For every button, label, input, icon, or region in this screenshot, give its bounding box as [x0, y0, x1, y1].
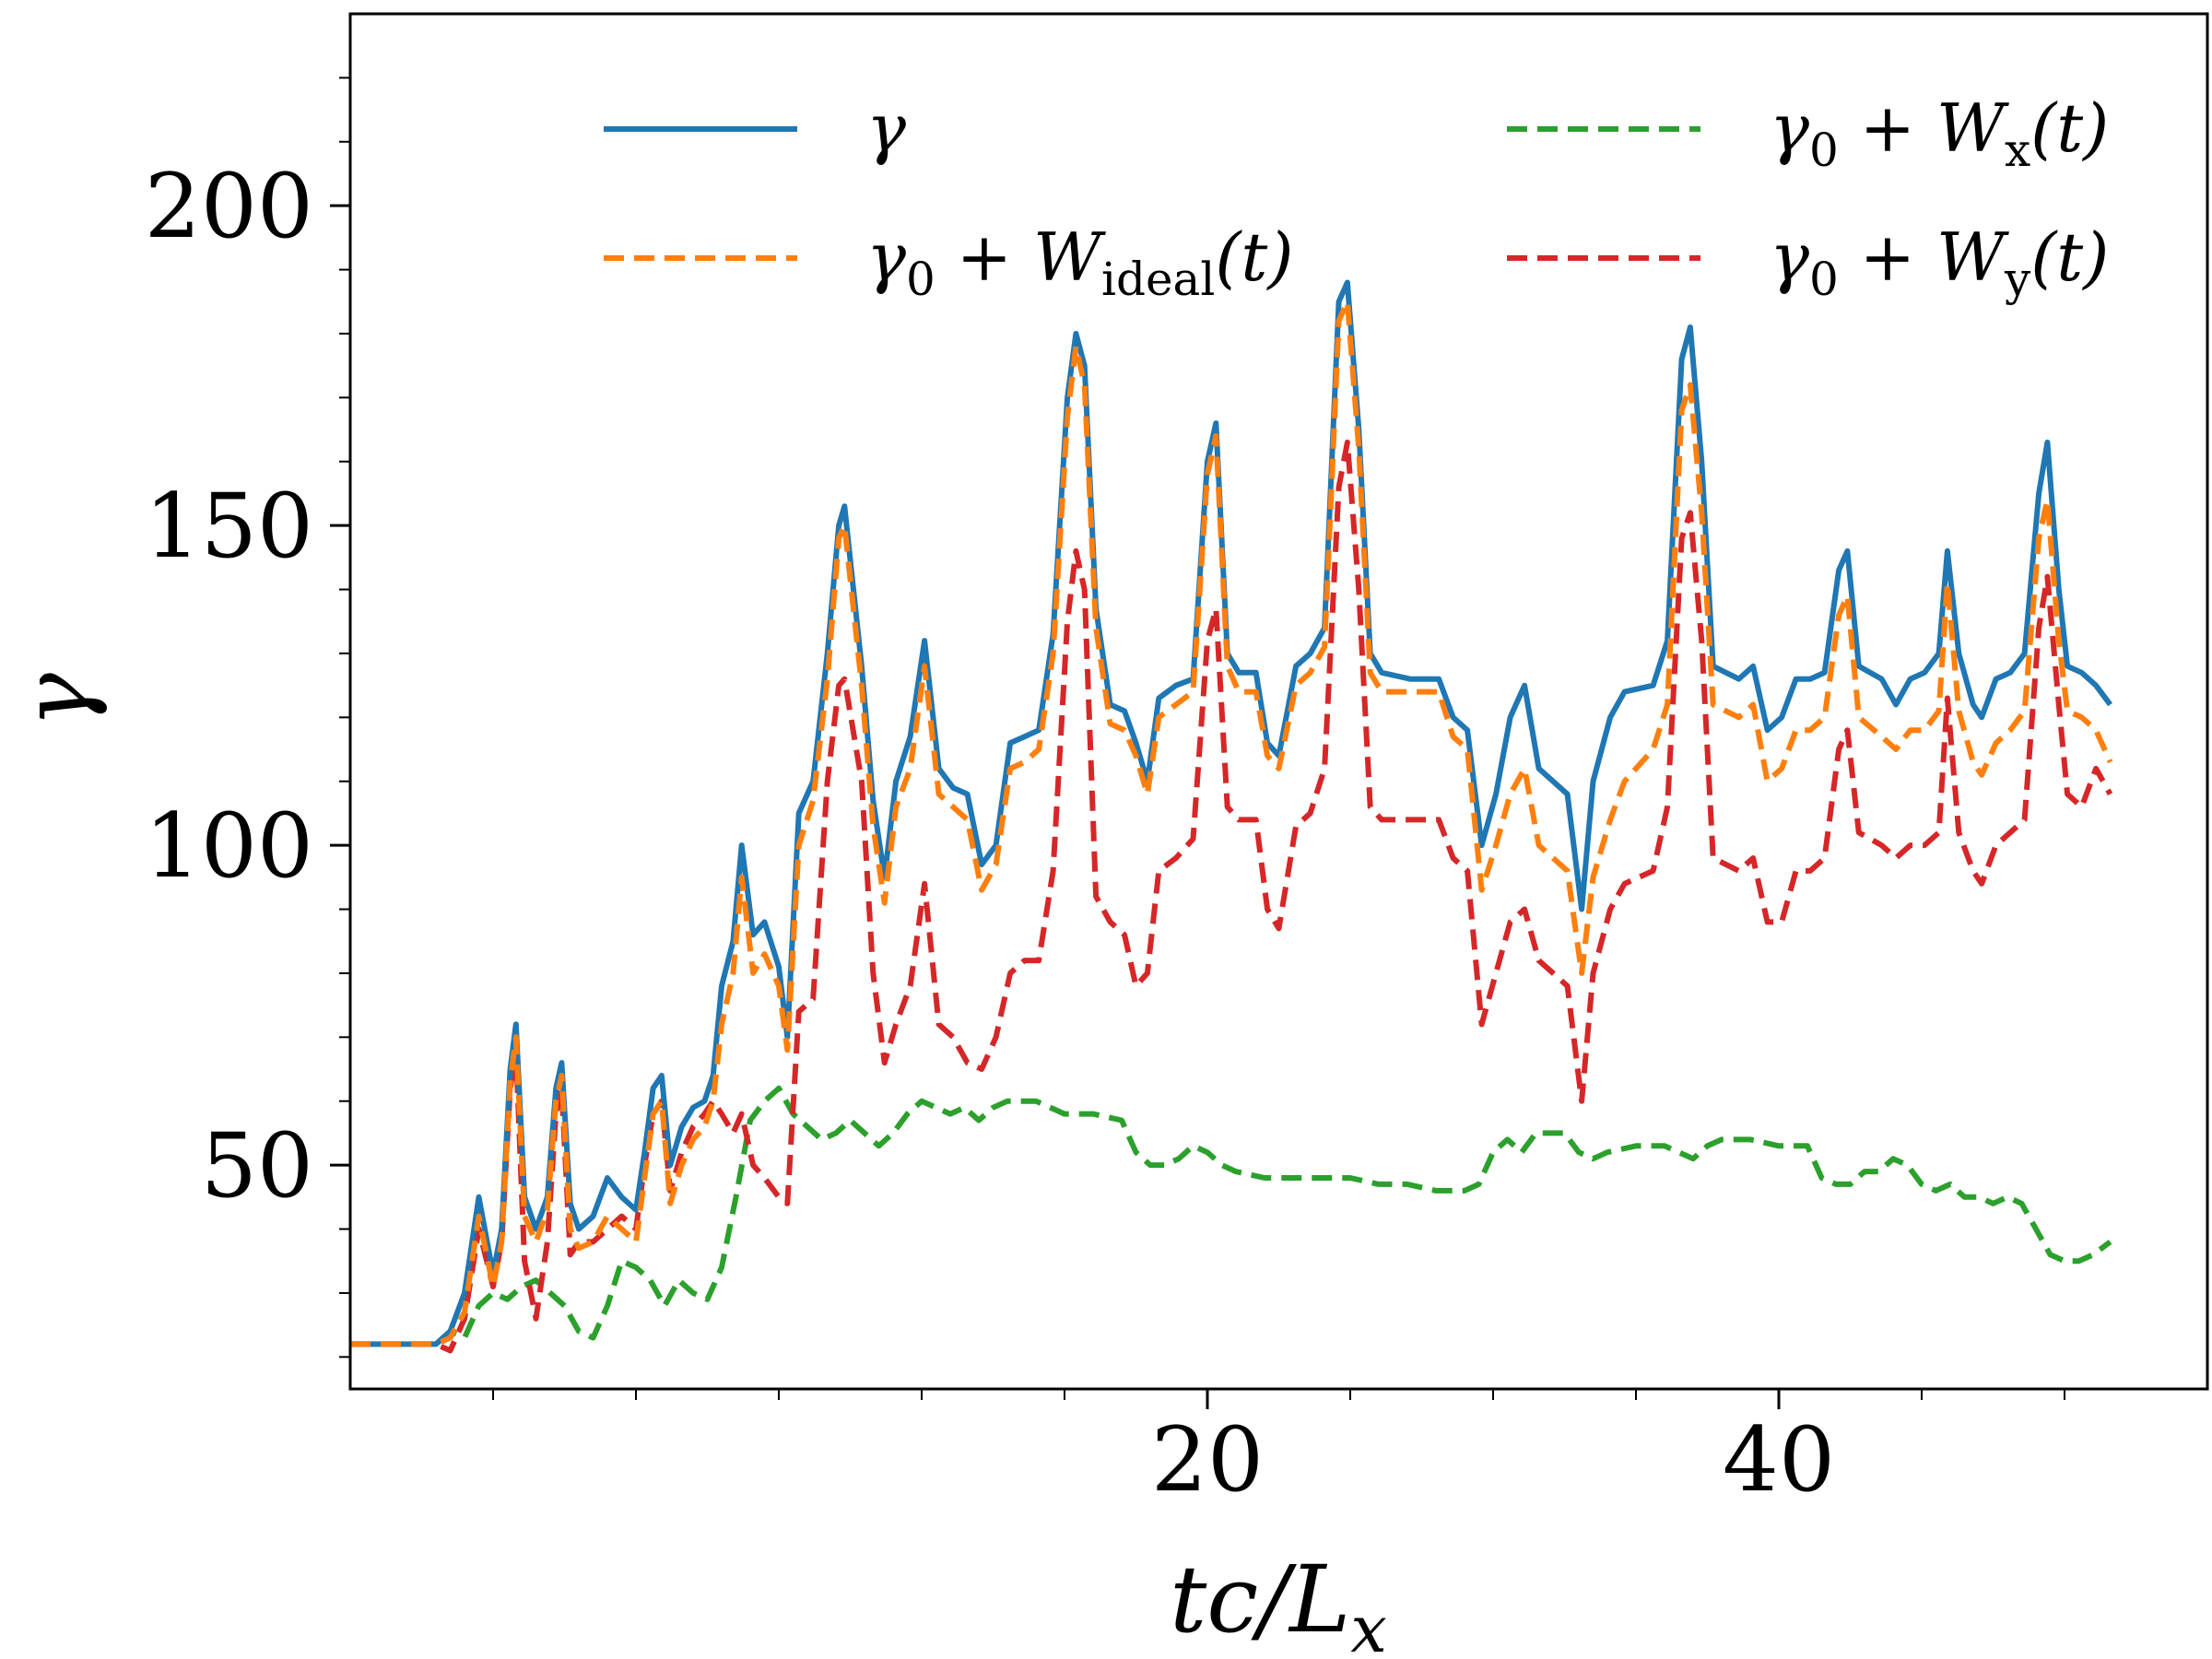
legend-label-wy: γ0 + Wy(t) [1770, 218, 2109, 306]
plot-frame [348, 12, 2209, 1391]
legend-label-wx: γ0 + Wx(t) [1770, 89, 2109, 177]
x-axis-title: tc/Lx [1170, 1546, 1387, 1659]
legend-label-gamma: γ [866, 89, 907, 167]
x-axis-title-sub: x [1350, 1592, 1386, 1659]
y-axis-title: γ [2, 673, 110, 728]
y-tick-label: 50 [201, 1114, 313, 1218]
ticks-layer: 20 40 50 100 150 200 [145, 76, 2065, 1512]
y-tick-label: 150 [145, 475, 313, 578]
series-line-wy [350, 439, 2113, 1354]
y-tick-label: 100 [145, 794, 313, 898]
series-line-wx [350, 1085, 2112, 1347]
legend: γ γ0 + Wideal(t) γ0 + Wx(t) γ0 + Wy(t) [604, 89, 2109, 306]
legend-label-ideal: γ0 + Wideal(t) [866, 218, 1293, 306]
x-tick-label: 40 [1723, 1408, 1835, 1512]
x-axis-title-main: tc/L [1170, 1546, 1350, 1653]
series-layer [350, 279, 2113, 1354]
series-line-ideal [350, 299, 2113, 1347]
y-tick-label: 200 [145, 155, 313, 258]
x-tick-label: 20 [1151, 1408, 1264, 1512]
